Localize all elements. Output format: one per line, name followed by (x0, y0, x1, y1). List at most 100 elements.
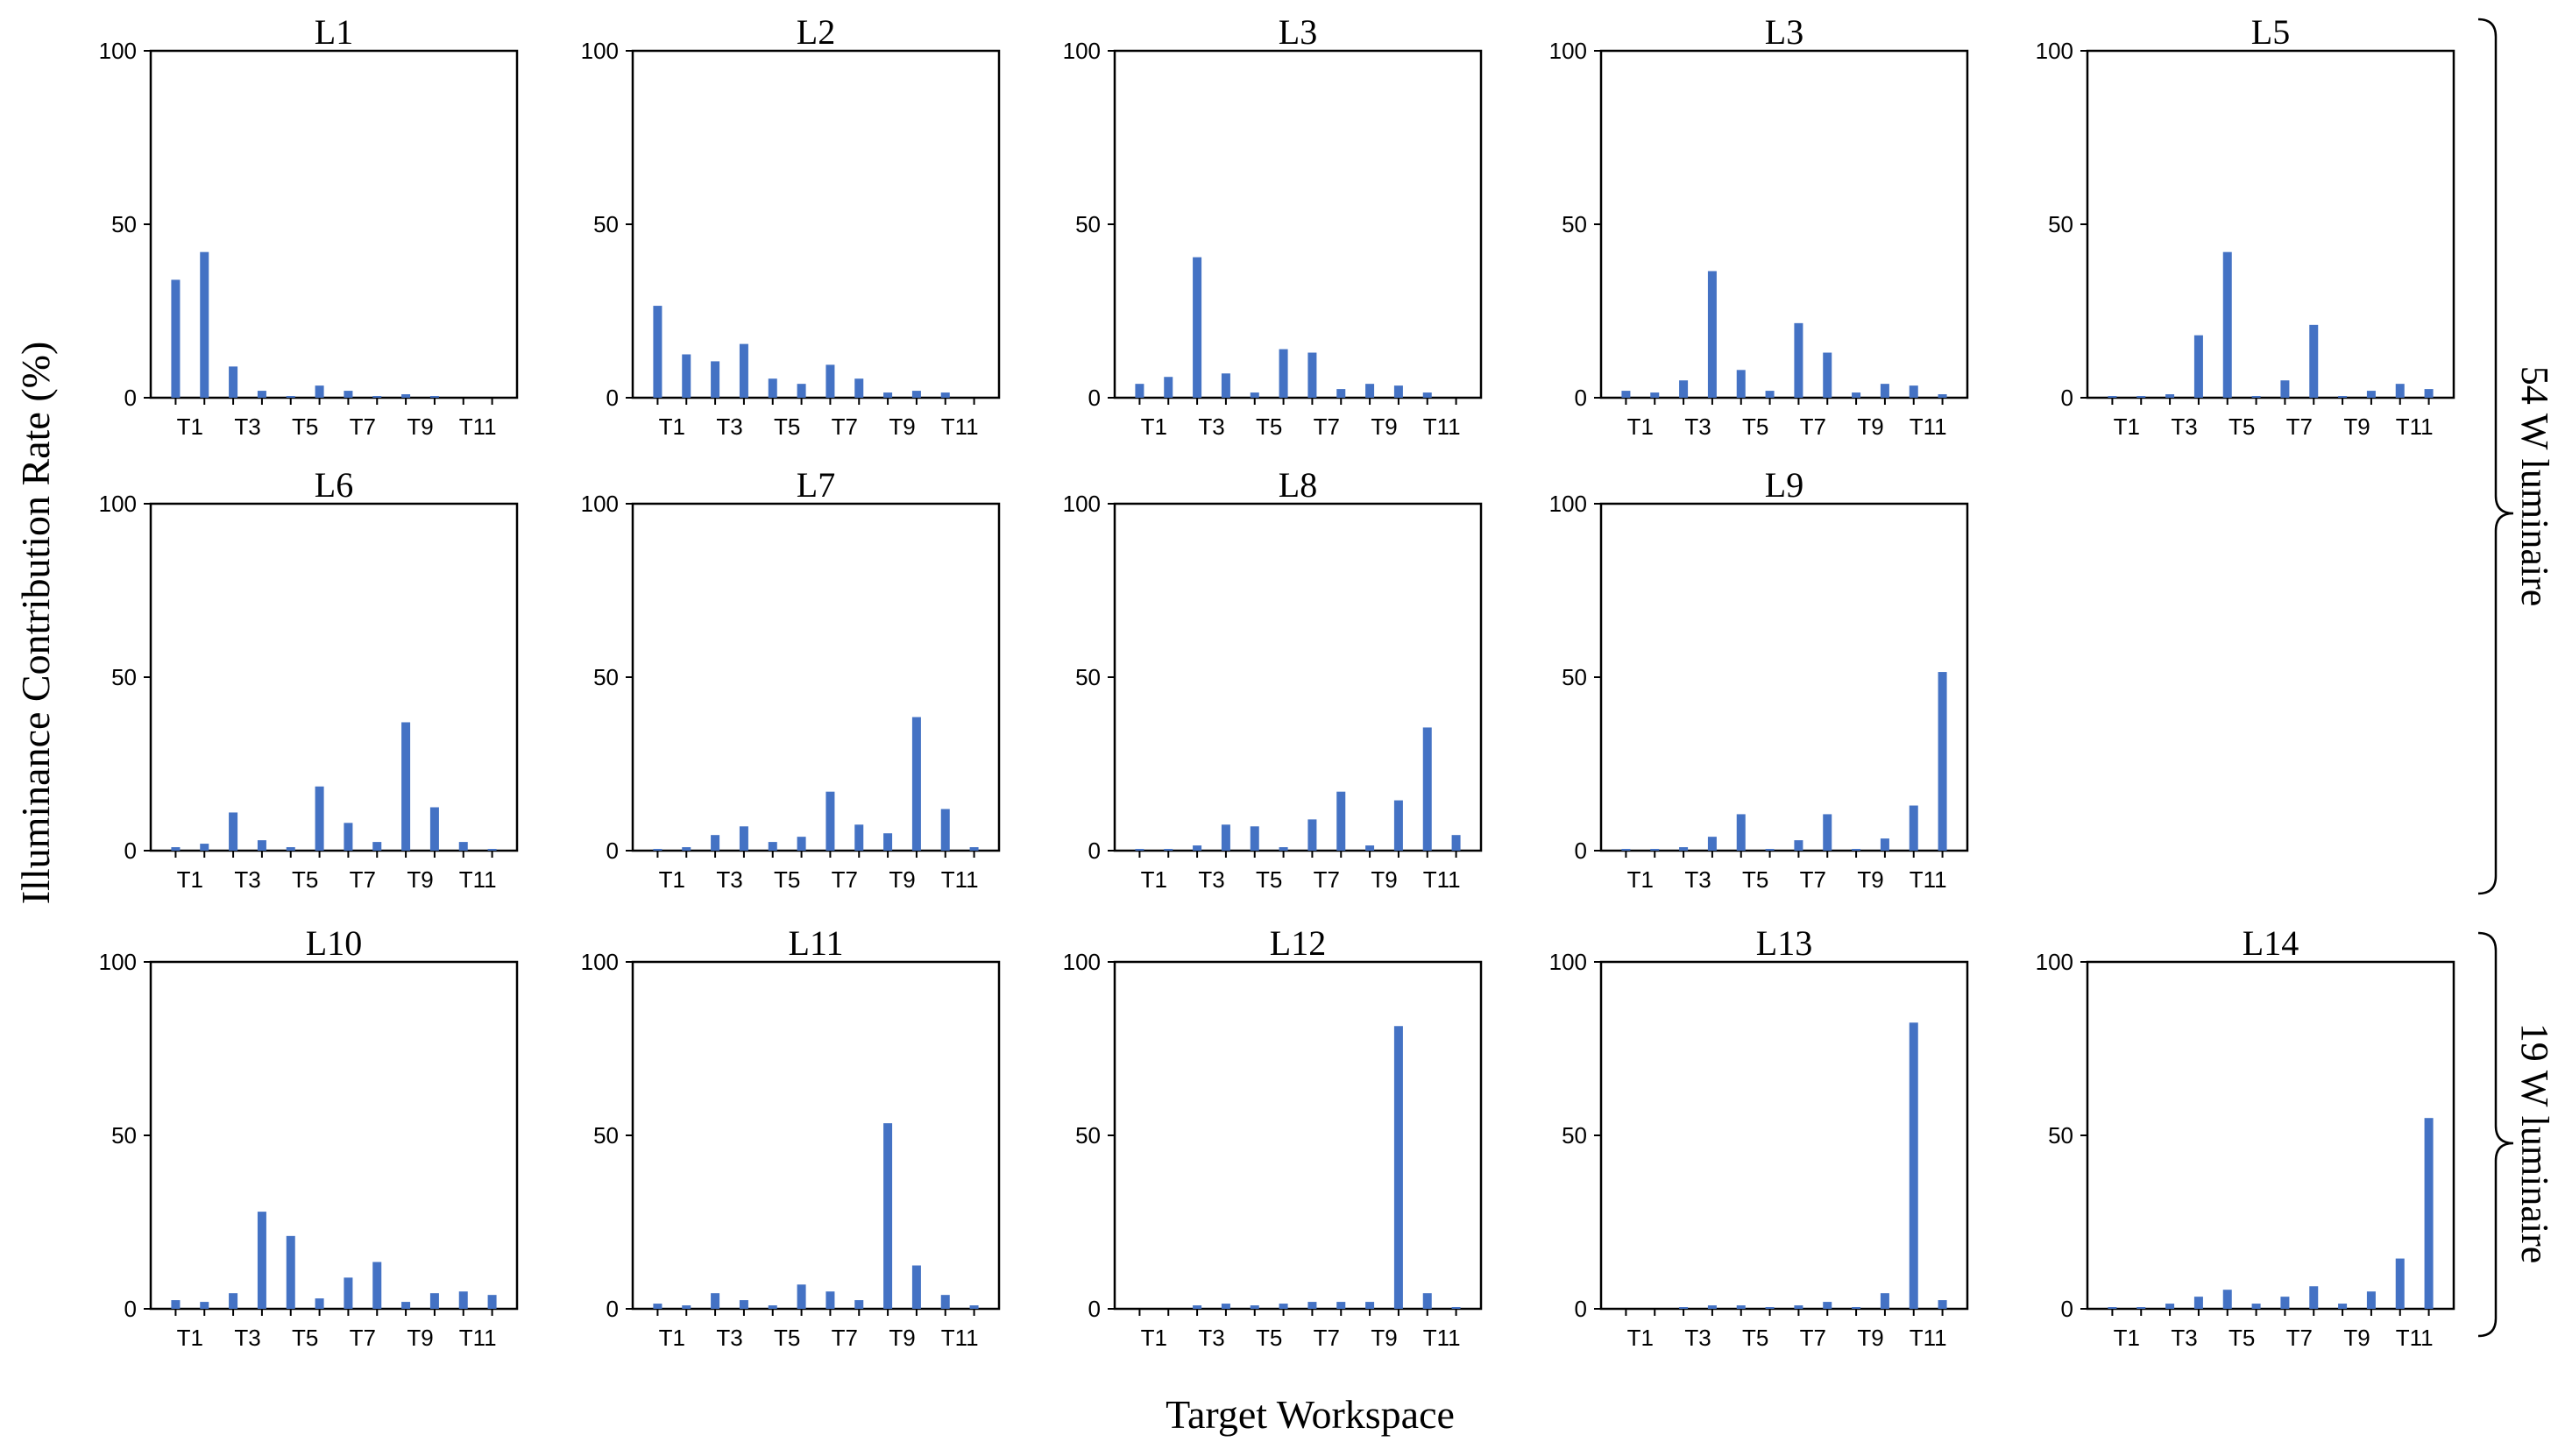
chart-title: L13 (1756, 923, 1812, 963)
x-tick-label: T3 (716, 866, 742, 893)
group-19w-brace (2477, 931, 2514, 1338)
bar-T12 (1938, 1300, 1947, 1309)
bar-T1 (171, 279, 181, 398)
chart-panel-2: L2 0 50 100 T1 T3 T5 T7 T9 T11 (581, 12, 1001, 440)
bar-T8 (1336, 1302, 1346, 1309)
bar-T6 (1765, 1307, 1775, 1309)
bar-T2 (682, 354, 691, 398)
bar-T7 (2280, 380, 2290, 398)
bar-T1 (1135, 384, 1144, 398)
bar-T9 (1852, 392, 1861, 398)
bar-T3 (711, 361, 720, 398)
x-tick-label: T11 (1423, 866, 1461, 893)
plot-frame (2086, 960, 2455, 1311)
bar-T10 (429, 807, 439, 851)
bar-T2 (200, 1302, 209, 1309)
x-tick-label: T11 (941, 1325, 979, 1351)
y-tick-label: 100 (1063, 491, 1101, 517)
y-tick-label: 0 (1575, 385, 1587, 411)
x-tick-label: T9 (889, 866, 915, 893)
y-tick-label: 0 (2061, 385, 2073, 411)
bar-T10 (1393, 385, 1403, 398)
y-tick-label: 0 (2061, 1296, 2073, 1322)
bar-T11 (1909, 1022, 1918, 1309)
x-tick-label: T5 (1256, 1325, 1282, 1351)
x-tick-label: T1 (1141, 866, 1167, 893)
x-tick-label: T1 (1627, 866, 1654, 893)
y-tick-label: 100 (1063, 38, 1101, 64)
chart-panel-8: L8 0 50 100 T1 T3 T5 T7 T9 T11 (1063, 465, 1483, 893)
bar-T8 (1823, 352, 1832, 398)
bar-T9 (1365, 845, 1375, 851)
chart-title: L2 (797, 12, 835, 52)
plot-frame (1113, 960, 1483, 1311)
plot-frame (2086, 49, 2455, 399)
bar-T7 (1307, 819, 1317, 851)
bar-T1 (171, 847, 181, 851)
x-tick-label: T3 (234, 413, 260, 440)
bar-T4 (257, 1212, 266, 1309)
y-tick-label: 100 (99, 491, 137, 517)
x-tick-label: T3 (1684, 413, 1711, 440)
x-tick-label: T5 (774, 413, 800, 440)
x-tick-label: T7 (2286, 1325, 2313, 1351)
bar-T11 (1422, 1293, 1432, 1309)
y-tick-label: 50 (2048, 211, 2073, 237)
bar-T10 (1393, 800, 1403, 851)
bar-T7 (1307, 1302, 1317, 1309)
x-tick-label: T3 (2171, 1325, 2197, 1351)
plot-frame (1599, 502, 1969, 852)
bar-T11 (1909, 385, 1918, 398)
bar-T3 (711, 835, 720, 851)
bar-T7 (826, 364, 835, 398)
bar-T8 (854, 378, 864, 398)
bar-T7 (1794, 1305, 1803, 1309)
chart-title: L9 (1765, 465, 1803, 505)
y-tick-label: 100 (1549, 38, 1587, 64)
y-tick-label: 50 (1075, 664, 1101, 690)
bar-T9 (1365, 384, 1375, 398)
chart-panel-6: L6 0 50 100 T1 T3 T5 T7 T9 T11 (99, 465, 519, 893)
x-tick-label: T1 (1627, 1325, 1654, 1351)
bar-T5 (286, 847, 295, 851)
bar-T1 (653, 306, 663, 398)
x-tick-label: T3 (234, 1325, 260, 1351)
bar-T8 (372, 1262, 382, 1309)
y-tick-label: 100 (581, 491, 619, 517)
bar-T7 (1794, 322, 1803, 398)
bar-T9 (2338, 1304, 2348, 1309)
x-tick-label: T3 (1198, 1325, 1224, 1351)
bar-T3 (229, 812, 238, 851)
y-tick-label: 0 (1088, 838, 1101, 864)
bar-T8 (372, 842, 382, 851)
x-tick-label: T11 (459, 866, 497, 893)
bar-T5 (768, 1305, 777, 1309)
bar-T12 (1451, 1307, 1461, 1309)
bar-T3 (1193, 1305, 1202, 1309)
x-tick-label: T11 (1423, 413, 1461, 440)
group-54w-brace (2477, 18, 2514, 895)
bar-T10 (1880, 384, 1889, 398)
plot-frame (1599, 49, 1969, 399)
x-tick-label: T3 (1684, 1325, 1711, 1351)
bar-T11 (940, 1295, 950, 1309)
x-tick-label: T9 (1371, 1325, 1397, 1351)
bar-T7 (344, 823, 353, 851)
x-tick-label: T7 (1800, 1325, 1826, 1351)
bar-T6 (315, 786, 324, 851)
x-tick-label: T9 (1857, 866, 1883, 893)
bar-T5 (1250, 826, 1259, 851)
x-tick-label: T5 (1256, 413, 1282, 440)
y-tick-label: 50 (2048, 1122, 2073, 1149)
x-tick-label: T1 (1141, 413, 1167, 440)
bar-T4 (1221, 373, 1230, 398)
group-54w: 54 W luminaire (2477, 18, 2556, 895)
x-tick-label: T5 (774, 1325, 800, 1351)
chart-panel-3: L3 0 50 100 T1 T3 T5 T7 T9 T11 (1063, 12, 1483, 440)
x-tick-label: T7 (1314, 413, 1340, 440)
bar-T5 (2222, 251, 2232, 398)
bar-T5 (768, 842, 777, 851)
bar-T7 (1307, 352, 1317, 398)
bar-T12 (487, 849, 497, 851)
